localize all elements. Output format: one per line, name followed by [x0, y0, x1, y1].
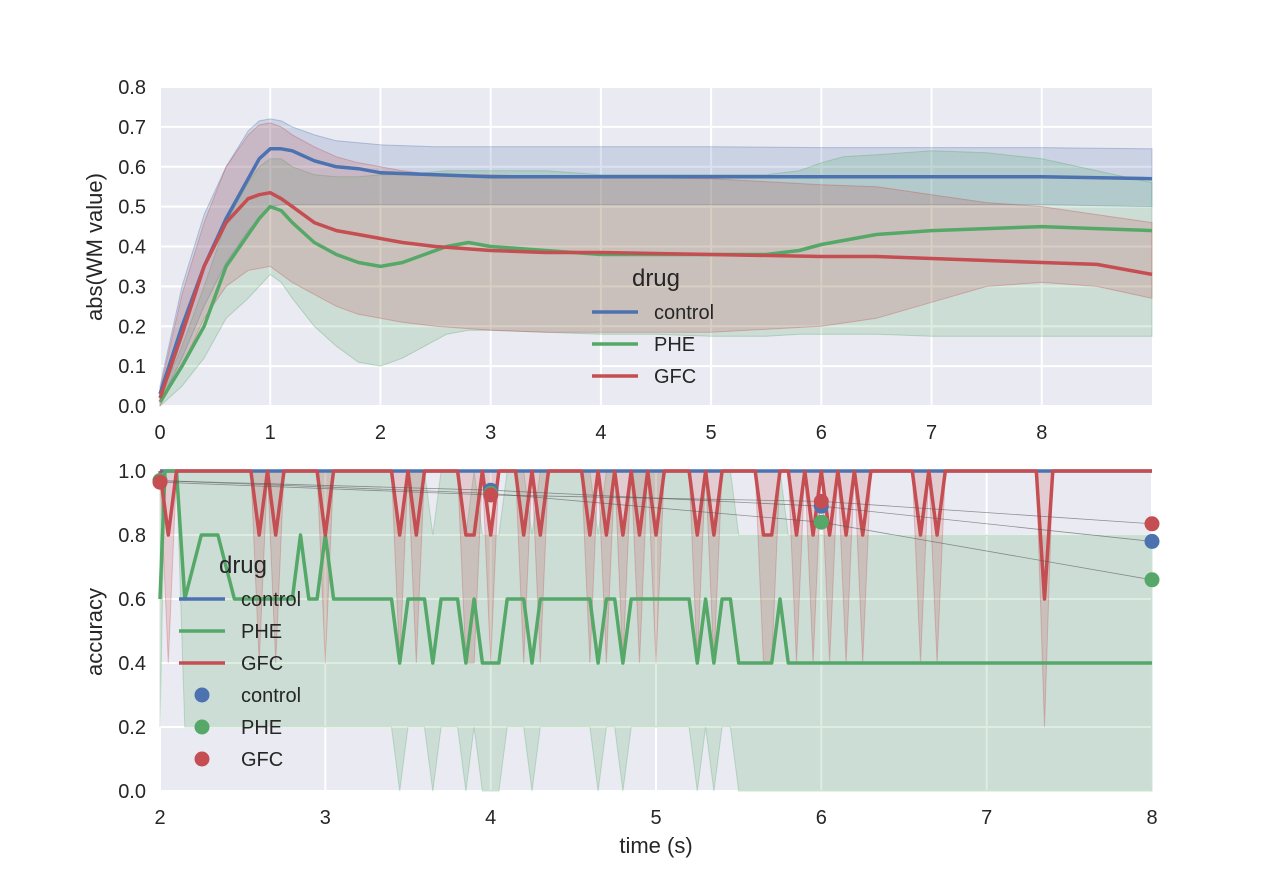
- bottom-legend: drug control PHE GFC control PHE GFC: [179, 552, 301, 771]
- top-y-tick-label: 0.0: [118, 396, 146, 418]
- top-lines: [158, 147, 1153, 403]
- top-y-axis-label: abs(WM value): [82, 173, 107, 321]
- top-y-tick-label: 0.8: [118, 77, 146, 99]
- bottom-y-tick-label: 0.0: [118, 781, 146, 803]
- top-y-tick-label: 0.6: [118, 157, 146, 179]
- bottom-x-tick-label: 2: [154, 807, 165, 829]
- bottom-point-gfc: [1144, 516, 1160, 532]
- top-x-tick-label: 4: [595, 422, 606, 444]
- bottom-point-gfc: [483, 487, 499, 503]
- bottom-legend-control-marker: [194, 687, 210, 703]
- top-band-phe: [159, 150, 1153, 408]
- bottom-point-control: [1144, 533, 1160, 549]
- bottom-y-tick-label: 1.0: [118, 461, 146, 483]
- bottom-y-tick-label: 0.6: [118, 589, 146, 611]
- top-x-tick-label: 1: [265, 422, 276, 444]
- bottom-y-tick-labels: 0.0 0.2 0.4 0.6 0.8 1.0: [118, 461, 146, 803]
- bottom-x-tick-labels: 2 3 4 5 6 7 8: [154, 807, 1157, 829]
- bottom-x-tick-label: 7: [981, 807, 992, 829]
- top-y-tick-label: 0.7: [118, 117, 146, 139]
- bottom-x-tick-label: 4: [485, 807, 496, 829]
- top-line-phe: [158, 204, 1153, 403]
- bottom-y-tick-label: 0.8: [118, 525, 146, 547]
- top-x-tick-label: 3: [485, 422, 496, 444]
- bottom-point-gfc: [152, 474, 168, 490]
- bottom-point-phe: [1144, 572, 1160, 588]
- top-legend-control-label: control: [654, 302, 714, 324]
- bottom-x-tick-label: 3: [320, 807, 331, 829]
- bottom-line-phe: [158, 469, 1152, 665]
- top-axes: 0 1 2 3 4 5 6 7 8 0.0 0.1 0.2 0.3 0.4 0.5 0.6 0.7 0.8 ab…: [82, 77, 1153, 444]
- top-legend-title: drug: [632, 265, 680, 292]
- bottom-x-tick-label: 6: [816, 807, 827, 829]
- top-grid: [159, 86, 1152, 407]
- bottom-y-axis-label: accuracy: [82, 588, 107, 676]
- top-y-tick-label: 0.2: [118, 316, 146, 338]
- top-x-tick-label: 5: [706, 422, 717, 444]
- top-legend-gfc-label: GFC: [654, 366, 696, 388]
- top-x-tick-label: 6: [816, 422, 827, 444]
- bottom-y-tick-label: 0.4: [118, 653, 146, 675]
- bottom-y-tick-label: 0.2: [118, 717, 146, 739]
- bottom-lines: [158, 469, 1152, 665]
- bottom-legend-title: drug: [219, 552, 267, 579]
- top-y-tick-label: 0.1: [118, 356, 146, 378]
- top-x-tick-label: 2: [375, 422, 386, 444]
- top-line-gfc: [158, 190, 1153, 399]
- bottom-point-gfc: [813, 493, 829, 509]
- bottom-legend-gfc-marker: [194, 751, 210, 767]
- top-y-tick-label: 0.4: [118, 237, 146, 259]
- bottom-legend-control-marker-label: control: [241, 685, 301, 707]
- bottom-axes: 2 3 4 5 6 7 8 0.0 0.2 0.4 0.6 0.8 1.0 accuracy time…: [82, 461, 1160, 858]
- top-y-tick-label: 0.3: [118, 276, 146, 298]
- bottom-point-connector-phe: [159, 480, 1153, 581]
- bottom-legend-phe-marker-label: PHE: [241, 717, 282, 739]
- top-x-tick-labels: 0 1 2 3 4 5 6 7 8: [154, 422, 1047, 444]
- top-band-gfc: [159, 122, 1153, 407]
- top-legend: drug control PHE GFC: [592, 265, 714, 388]
- top-line-control: [158, 147, 1153, 395]
- bottom-points: [152, 473, 1160, 588]
- top-y-tick-label: 0.5: [118, 197, 146, 219]
- top-legend-phe-label: PHE: [654, 334, 695, 356]
- bottom-legend-phe-line-label: PHE: [241, 621, 282, 643]
- top-y-tick-labels: 0.0 0.1 0.2 0.3 0.4 0.5 0.6 0.7 0.8: [118, 77, 146, 418]
- top-x-tick-label: 8: [1036, 422, 1047, 444]
- top-bands: [159, 118, 1153, 408]
- top-x-tick-label: 7: [926, 422, 937, 444]
- bottom-x-tick-label: 8: [1146, 807, 1157, 829]
- bottom-legend-gfc-marker-label: GFC: [241, 749, 283, 771]
- bottom-line-gfc: [158, 469, 1152, 601]
- bottom-x-tick-label: 5: [650, 807, 661, 829]
- bottom-legend-gfc-line-label: GFC: [241, 653, 283, 675]
- bottom-legend-phe-marker: [194, 719, 210, 735]
- top-x-tick-label: 0: [154, 422, 165, 444]
- bottom-point-connector-gfc: [159, 481, 1153, 525]
- bottom-legend-control-line-label: control: [241, 589, 301, 611]
- bottom-x-axis-label: time (s): [619, 833, 692, 858]
- bottom-point-phe: [813, 514, 829, 530]
